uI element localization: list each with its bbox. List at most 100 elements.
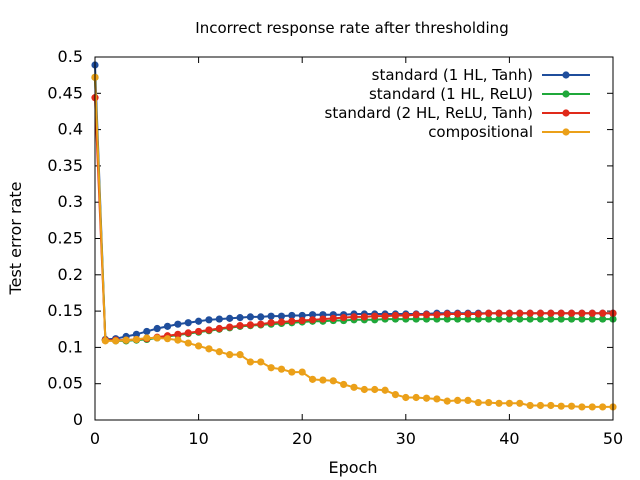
- data-point: [588, 403, 596, 411]
- series-2: [91, 94, 617, 344]
- data-point: [184, 339, 192, 347]
- data-point: [329, 314, 337, 322]
- data-point: [308, 316, 317, 324]
- data-point: [412, 393, 420, 402]
- y-tick-label: 0: [73, 410, 83, 429]
- data-point: [578, 403, 586, 411]
- data-point: [174, 330, 182, 338]
- data-point: [599, 403, 607, 411]
- data-point: [277, 318, 286, 326]
- y-tick-label: 0.5: [58, 47, 83, 66]
- data-point: [226, 323, 234, 331]
- legend-marker: [562, 128, 570, 136]
- data-point: [236, 314, 244, 322]
- data-point: [184, 319, 192, 327]
- data-point: [112, 337, 120, 345]
- data-point: [402, 311, 410, 320]
- y-tick-label: 0.45: [47, 83, 83, 102]
- x-tick-label: 50: [603, 429, 623, 448]
- legend-label: standard (1 HL, ReLU): [369, 85, 533, 103]
- data-point: [360, 313, 368, 321]
- data-point: [215, 315, 223, 323]
- series-line: [94, 97, 613, 342]
- data-point: [371, 312, 379, 320]
- data-point: [319, 315, 327, 323]
- series-layer: [91, 61, 617, 411]
- data-point: [132, 330, 141, 338]
- data-point: [454, 396, 462, 404]
- x-tick-label: 20: [292, 429, 312, 448]
- data-point: [599, 315, 607, 323]
- data-point: [195, 342, 203, 350]
- data-point: [464, 396, 472, 404]
- data-point: [267, 364, 275, 372]
- data-point: [226, 351, 234, 359]
- data-point: [443, 397, 451, 405]
- data-point: [215, 348, 223, 356]
- legend: standard (1 HL, Tanh)standard (1 HL, ReL…: [325, 66, 590, 141]
- data-point: [371, 385, 379, 394]
- data-point: [288, 368, 296, 376]
- data-point: [464, 315, 472, 323]
- data-point: [588, 315, 596, 323]
- data-point: [495, 309, 503, 317]
- data-point: [422, 311, 431, 319]
- data-point: [495, 399, 503, 407]
- series-3: [91, 73, 617, 411]
- data-point: [557, 315, 565, 323]
- data-point: [402, 393, 410, 402]
- data-point: [101, 337, 109, 345]
- data-point: [288, 311, 296, 320]
- data-point: [122, 336, 130, 344]
- data-point: [246, 358, 254, 366]
- data-point: [443, 315, 451, 323]
- data-point: [153, 334, 161, 342]
- plot-frame: [94, 56, 614, 421]
- data-point: [319, 376, 327, 384]
- data-point: [184, 329, 192, 337]
- x-tick-label: 10: [188, 429, 208, 448]
- data-point: [516, 309, 524, 317]
- data-point: [567, 309, 576, 317]
- legend-marker: [562, 90, 570, 98]
- data-point: [536, 401, 545, 410]
- data-point: [578, 309, 586, 317]
- data-point: [578, 315, 586, 323]
- data-point: [516, 399, 524, 407]
- data-point: [536, 315, 545, 323]
- legend-label: standard (2 HL, ReLU, Tanh): [325, 104, 533, 122]
- data-point: [485, 315, 493, 323]
- data-point: [422, 394, 431, 402]
- y-tick-label: 0.05: [47, 374, 83, 393]
- data-point: [350, 383, 358, 391]
- data-point: [474, 315, 482, 323]
- data-point: [257, 313, 265, 321]
- data-point: [226, 314, 234, 322]
- y-tick-label: 0.25: [47, 229, 83, 248]
- data-point: [205, 345, 213, 353]
- data-point: [547, 309, 555, 317]
- y-tick-label: 0.1: [58, 337, 83, 356]
- data-point: [588, 309, 596, 317]
- data-point: [163, 322, 172, 330]
- data-point: [547, 315, 555, 323]
- data-point: [360, 385, 368, 394]
- data-point: [246, 313, 254, 321]
- data-point: [195, 327, 203, 336]
- data-point: [567, 402, 576, 410]
- data-point: [567, 315, 576, 323]
- data-point: [454, 310, 462, 318]
- data-point: [381, 386, 389, 394]
- y-axis-label: Test error rate: [6, 182, 25, 296]
- data-point: [298, 316, 306, 325]
- data-point: [277, 365, 286, 373]
- data-point: [298, 311, 306, 320]
- data-point: [132, 335, 141, 344]
- data-point: [205, 316, 213, 324]
- legend-marker: [562, 71, 570, 79]
- data-point: [557, 309, 565, 317]
- data-point: [454, 315, 462, 323]
- data-point: [391, 311, 400, 320]
- data-point: [505, 399, 513, 407]
